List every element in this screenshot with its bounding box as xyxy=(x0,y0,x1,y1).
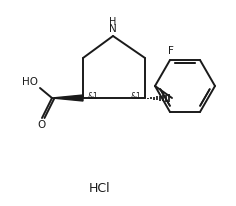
Text: &1: &1 xyxy=(130,91,141,101)
Polygon shape xyxy=(52,95,83,101)
Text: N: N xyxy=(109,24,117,34)
Text: F: F xyxy=(168,46,174,56)
Text: H: H xyxy=(109,17,117,27)
Text: HCl: HCl xyxy=(89,181,111,194)
Text: HO: HO xyxy=(22,77,38,87)
Text: O: O xyxy=(37,120,45,130)
Text: &1: &1 xyxy=(87,91,98,101)
